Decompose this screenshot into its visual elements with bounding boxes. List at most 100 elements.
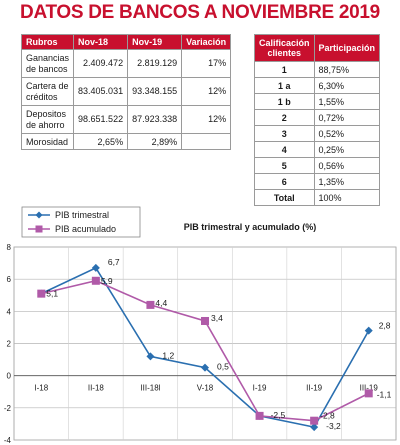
y-tick-label: 6	[7, 275, 12, 284]
series-line-pib-acumulado	[41, 279, 370, 422]
rating-category: 1	[254, 61, 315, 78]
data-label: -2,5	[271, 410, 286, 420]
legend-marker-diamond	[35, 211, 43, 219]
data-point-square	[255, 411, 264, 420]
rating-share: 0,25%	[313, 141, 381, 158]
rating-share: 0,56%	[313, 157, 381, 174]
row-value-nov-18: 2.409.472	[73, 49, 129, 78]
rating-category: 4	[254, 141, 315, 158]
rating-share: 0,72%	[313, 109, 381, 126]
client-rating-table: Calificación clientes Participación 1 88,…	[254, 34, 381, 206]
row-label: Ganancias de bancos	[20, 49, 75, 78]
table-row: 4 0,25%	[254, 141, 381, 158]
header-participacion: Participación	[313, 34, 381, 62]
y-tick-label: 2	[7, 340, 12, 349]
y-tick-label: 4	[7, 307, 12, 316]
x-tick-label: V-18	[197, 384, 214, 393]
x-tick-label: I-19	[253, 384, 267, 393]
row-value-nov-19: 93.348.155	[127, 77, 183, 106]
data-label: 5,1	[46, 289, 58, 299]
row-value-nov-19: 2.819.129	[127, 49, 183, 78]
rating-share: 88,75%	[313, 61, 381, 78]
table-row: 1 a 6,30%	[254, 77, 381, 94]
page-title: DATOS DE BANCOS A NOVIEMBRE 2019	[20, 2, 380, 23]
x-tick-label: III-19	[360, 384, 379, 393]
header-variacion: Variación	[181, 34, 232, 50]
row-value-nov-19: 2,89%	[127, 133, 183, 150]
data-point-square	[91, 276, 100, 285]
chart-axes: -4 -2 0 2 4 6 8 I-18 II-18 III-18l V-18 I-19 II-19 II…	[4, 243, 396, 445]
legend-marker-square	[35, 225, 43, 233]
row-variation: 12%	[181, 105, 232, 134]
row-variation: 12%	[181, 77, 232, 106]
table-row: 1 88,75%	[254, 61, 381, 78]
data-point-diamond	[310, 423, 319, 432]
data-point-diamond	[146, 352, 155, 361]
rating-share: 1,55%	[313, 93, 381, 110]
data-label: 2,8	[379, 321, 391, 331]
table-row: 6 1,35%	[254, 173, 381, 190]
header-nov-18: Nov-18	[73, 34, 129, 50]
row-value-nov-19: 87.923.338	[127, 105, 183, 134]
rating-category: 1 b	[254, 93, 315, 110]
data-label: -1,1	[377, 389, 392, 399]
y-tick-label: 0	[7, 372, 12, 381]
row-value-nov-18: 83.405.031	[73, 77, 129, 106]
legend-label-pib-trimestral: PIB trimestral	[55, 210, 109, 220]
legend-label-pib-acumulado: PIB acumulado	[55, 224, 116, 234]
data-point-square	[364, 389, 373, 398]
pib-line-chart: -4 -2 0 2 4 6 8 I-18 II-18 III-18l V-18 I-19 II-19 II…	[4, 206, 397, 445]
bank-table-header-row: Rubros Nov-18 Nov-19 Variación	[20, 34, 232, 50]
x-tick-label: I-18	[34, 384, 48, 393]
data-label: 3,4	[211, 313, 223, 323]
chart-series: 6,7 1,2 0,5 -3,2 2,8 5,1 5,9 4,4 3,4 -2,5 -2,8 -1,1	[37, 257, 392, 432]
row-value-nov-18: 98.651.522	[73, 105, 129, 134]
row-variation: 17%	[181, 49, 232, 78]
table-row: Depositos de ahorro 98.651.522 87.923.33…	[20, 105, 232, 134]
y-tick-label: -4	[4, 436, 12, 445]
table-row: 3 0,52%	[254, 125, 381, 142]
bank-data-table: Rubros Nov-18 Nov-19 Variación Ganancias…	[20, 34, 232, 150]
header-calificacion: Calificación clientes	[254, 34, 315, 62]
data-label: 0,5	[217, 362, 229, 372]
x-tick-label: III-18l	[140, 384, 160, 393]
row-value-nov-18: 2,65%	[73, 133, 129, 150]
data-label: -2,8	[320, 411, 335, 421]
row-variation	[181, 133, 232, 150]
table-row: 2 0,72%	[254, 109, 381, 126]
data-label: 1,2	[162, 350, 174, 360]
rating-category: 6	[254, 173, 315, 190]
data-label: 4,4	[155, 298, 167, 308]
chart-grid	[13, 246, 397, 441]
data-point-square	[37, 289, 46, 298]
table-row: Ganancias de bancos 2.409.472 2.819.129 …	[20, 49, 232, 78]
table-row: 5 0,56%	[254, 157, 381, 174]
rating-share: 0,52%	[313, 125, 381, 142]
rating-table-header-row: Calificación clientes Participación	[254, 34, 381, 62]
data-point-square	[146, 300, 155, 309]
rating-category: Total	[254, 189, 315, 206]
data-point-diamond	[201, 363, 209, 372]
data-point-diamond	[364, 326, 373, 335]
data-point-diamond	[91, 263, 100, 272]
rating-share: 100%	[313, 189, 381, 206]
row-label: Depositos de ahorro	[20, 105, 75, 134]
table-row: 1 b 1,55%	[254, 93, 381, 110]
data-label: 6,7	[108, 257, 120, 267]
table-row: Total 100%	[254, 189, 381, 206]
y-tick-label: 8	[7, 243, 12, 252]
table-row: Cartera de créditos 83.405.031 93.348.15…	[20, 77, 232, 106]
rating-category: 3	[254, 125, 315, 142]
header-rubros: Rubros	[20, 34, 75, 50]
data-label: -3,2	[326, 421, 341, 431]
chart-legend: PIB trimestral PIB acumulado	[21, 206, 141, 238]
row-label: Morosidad	[20, 133, 75, 150]
data-point-square	[201, 316, 209, 325]
header-nov-19: Nov-19	[127, 34, 183, 50]
x-tick-label: II-19	[306, 384, 323, 393]
x-tick-label: II-18	[88, 384, 105, 393]
chart-title: PIB trimestral y acumulado (%)	[184, 222, 317, 232]
data-label: 5,9	[101, 276, 113, 286]
rating-category: 5	[254, 157, 315, 174]
rating-category: 1 a	[254, 77, 315, 94]
